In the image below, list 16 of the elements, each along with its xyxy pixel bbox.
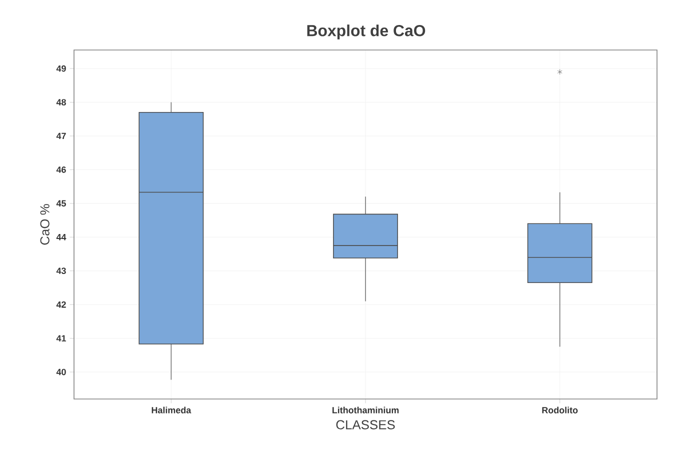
y-tick-label: 47 xyxy=(56,132,66,140)
y-tick-label: 41 xyxy=(56,335,66,342)
x-axis-title: CLASSES xyxy=(336,420,395,430)
chart-title: Boxplot de CaO xyxy=(307,24,426,40)
y-axis-title: CaO % xyxy=(40,204,50,245)
y-tick-label: 40 xyxy=(56,368,66,376)
y-tick-label: 44 xyxy=(56,234,66,240)
x-tick-label: Halimeda xyxy=(152,406,192,414)
y-tick-label: 43 xyxy=(56,268,66,274)
x-tick-label: Lithothaminium xyxy=(332,406,399,414)
y-tick-label: 45 xyxy=(56,200,66,207)
y-tick-label: 46 xyxy=(56,166,66,173)
y-tick-label: 48 xyxy=(56,99,66,106)
x-tick-label: Rodolito xyxy=(542,406,578,414)
y-tick-label: 42 xyxy=(56,301,66,308)
y-tick-label: 49 xyxy=(56,65,66,72)
